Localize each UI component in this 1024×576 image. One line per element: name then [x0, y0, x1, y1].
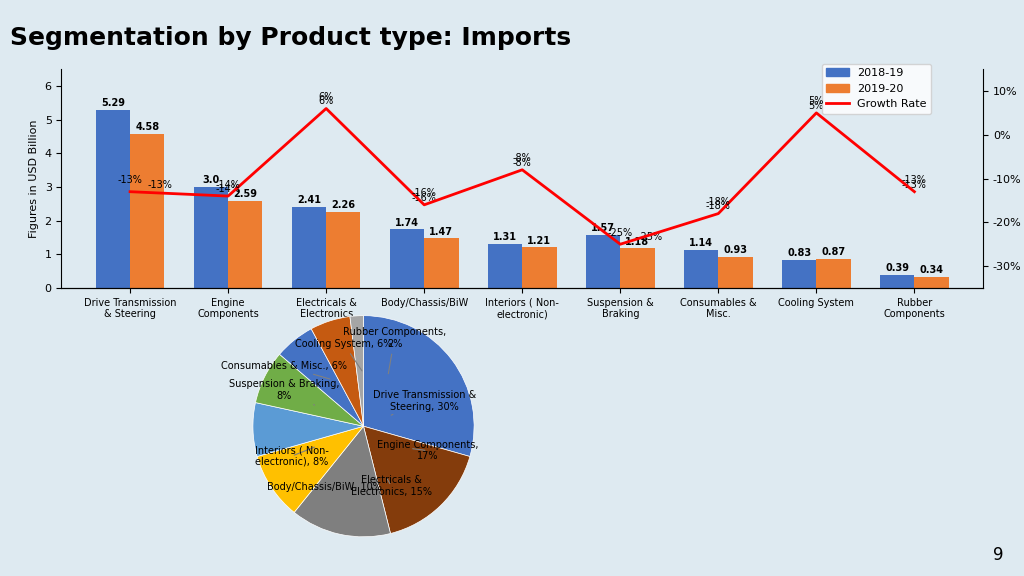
Text: -16%: -16%	[412, 188, 436, 198]
Bar	[522, 247, 557, 288]
Text: -14%: -14%	[216, 184, 241, 194]
Bar	[718, 257, 753, 288]
Text: 5%: 5%	[809, 101, 824, 111]
Text: 6%: 6%	[318, 96, 334, 107]
Text: -13%: -13%	[147, 180, 172, 190]
Bar	[816, 259, 851, 288]
Text: -14%: -14%	[216, 180, 241, 190]
Text: 5%: 5%	[809, 96, 824, 107]
Bar	[424, 238, 459, 288]
Bar	[487, 244, 522, 288]
Text: 0.39: 0.39	[886, 263, 909, 273]
Text: 9: 9	[993, 547, 1004, 564]
Bar	[390, 229, 424, 288]
Legend: 2018-19, 2019-20, Growth Rate: 2018-19, 2019-20, Growth Rate	[822, 64, 932, 113]
Text: 2.41: 2.41	[297, 195, 321, 205]
Text: 0.83: 0.83	[787, 248, 811, 259]
Bar	[621, 248, 654, 288]
Text: 0.34: 0.34	[920, 265, 943, 275]
Text: Cooling System, 6%: Cooling System, 6%	[295, 339, 392, 371]
Wedge shape	[364, 316, 474, 457]
Text: 1.18: 1.18	[626, 237, 649, 247]
Wedge shape	[364, 426, 470, 533]
Y-axis label: Figures in USD Billion: Figures in USD Billion	[29, 119, 39, 238]
Wedge shape	[294, 426, 390, 537]
Bar	[586, 235, 621, 288]
Text: 0.87: 0.87	[821, 247, 846, 257]
Wedge shape	[350, 316, 364, 426]
Text: 3.0: 3.0	[203, 175, 219, 185]
Wedge shape	[257, 426, 364, 513]
Text: 4.58: 4.58	[135, 122, 160, 132]
Bar	[914, 276, 948, 288]
Bar	[130, 134, 165, 288]
Text: 1.21: 1.21	[527, 236, 551, 245]
Bar	[684, 249, 718, 288]
Bar	[327, 212, 360, 288]
Text: 1.74: 1.74	[395, 218, 419, 228]
Text: Engine Components,
17%: Engine Components, 17%	[377, 440, 478, 461]
Text: Consumables & Misc., 6%: Consumables & Misc., 6%	[221, 361, 347, 379]
Text: 6%: 6%	[318, 92, 334, 102]
Text: 1.57: 1.57	[591, 223, 615, 233]
Text: Interiors ( Non-
electronic), 8%: Interiors ( Non- electronic), 8%	[255, 445, 329, 467]
Text: -8%: -8%	[513, 158, 531, 168]
Text: 2.59: 2.59	[233, 189, 257, 199]
Text: -18%: -18%	[706, 202, 731, 211]
Text: 5.29: 5.29	[101, 98, 125, 108]
Text: -8%: -8%	[513, 153, 531, 163]
Wedge shape	[311, 316, 364, 426]
Bar	[880, 275, 914, 288]
Text: 0.93: 0.93	[724, 245, 748, 255]
Text: Segmentation by Product type: Imports: Segmentation by Product type: Imports	[10, 26, 571, 50]
Bar	[782, 260, 816, 288]
Text: 1.31: 1.31	[494, 232, 517, 242]
Text: Suspension & Braking,
8%: Suspension & Braking, 8%	[228, 379, 339, 405]
Text: Rubber Components,
2%: Rubber Components, 2%	[343, 327, 446, 374]
Bar	[228, 201, 262, 288]
Text: -16%: -16%	[412, 192, 436, 203]
Text: -25%: -25%	[637, 232, 663, 242]
Bar	[194, 187, 228, 288]
Text: -13%: -13%	[118, 175, 142, 185]
Wedge shape	[280, 329, 364, 426]
Text: -18%: -18%	[706, 197, 731, 207]
Text: Drive Transmission &
Steering, 30%: Drive Transmission & Steering, 30%	[373, 390, 476, 415]
Text: Body/Chassis/BiW, 10%: Body/Chassis/BiW, 10%	[267, 475, 382, 492]
Bar	[292, 207, 327, 288]
Wedge shape	[253, 403, 364, 457]
Text: -25%: -25%	[607, 228, 633, 238]
Bar	[96, 110, 130, 288]
Text: 1.47: 1.47	[429, 227, 454, 237]
Text: 1.14: 1.14	[689, 238, 713, 248]
Text: 2.26: 2.26	[332, 200, 355, 210]
Text: Electricals &
Electronics, 15%: Electricals & Electronics, 15%	[350, 475, 432, 497]
Text: -13%: -13%	[902, 175, 927, 185]
Wedge shape	[256, 354, 364, 426]
Text: -13%: -13%	[902, 180, 927, 190]
